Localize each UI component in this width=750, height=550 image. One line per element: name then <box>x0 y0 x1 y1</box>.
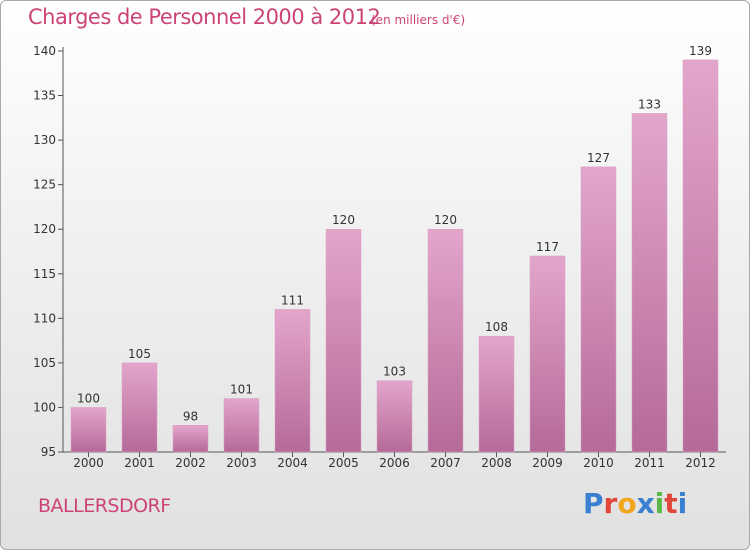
bar-2009 <box>529 255 566 453</box>
data-label-2008: 108 <box>485 320 508 334</box>
y-tick-label: 100 <box>33 400 56 414</box>
data-label-2012: 139 <box>689 44 712 58</box>
chart-subtitle: (en milliers d'€) <box>371 13 466 27</box>
bar-series <box>70 59 719 453</box>
x-tick-label: 2000 <box>73 456 104 470</box>
x-tick-label: 2011 <box>634 456 665 470</box>
chart-title: Charges de Personnel 2000 à 2012 <box>28 5 381 29</box>
x-tick-label: 2005 <box>328 456 359 470</box>
bar-2002 <box>172 425 209 453</box>
x-tick-label: 2007 <box>430 456 461 470</box>
x-tick-label: 2009 <box>532 456 563 470</box>
x-tick-label: 2010 <box>583 456 614 470</box>
x-tick-label: 2003 <box>226 456 257 470</box>
x-tick-label: 2012 <box>685 456 716 470</box>
data-label-2004: 111 <box>281 293 304 307</box>
data-label-2005: 120 <box>332 213 355 227</box>
y-tick-label: 110 <box>33 311 56 325</box>
data-labels: 100 105 98 101 111 120 103 120 108 117 127 133 139 <box>77 44 712 423</box>
data-label-2009: 117 <box>536 240 559 254</box>
x-tick-label: 2008 <box>481 456 512 470</box>
x-tick-label: 2002 <box>175 456 206 470</box>
data-label-2001: 105 <box>128 347 151 361</box>
y-tick-label: 105 <box>33 356 56 370</box>
logo-letter: r <box>603 487 618 520</box>
bar-2005 <box>325 228 362 453</box>
y-tick-label: 135 <box>33 89 56 103</box>
bar-2003 <box>223 398 260 453</box>
data-label-2003: 101 <box>230 383 253 397</box>
y-tick-label: 115 <box>33 267 56 281</box>
data-label-2011: 133 <box>638 97 661 111</box>
data-label-2007: 120 <box>434 213 457 227</box>
bar-2001 <box>121 362 158 453</box>
logo-letter: i <box>654 487 665 520</box>
bar-2006 <box>376 380 413 453</box>
y-axis: 95 100 105 110 115 120 125 130 135 140 <box>33 44 64 459</box>
data-label-2006: 103 <box>383 365 406 379</box>
data-label-2000: 100 <box>77 391 100 405</box>
bar-2011 <box>631 113 668 453</box>
commune-name: BALLERSDORF <box>38 495 171 517</box>
bar-2012 <box>682 59 719 453</box>
bar-2007 <box>427 228 464 453</box>
y-tick-label: 95 <box>41 445 56 459</box>
y-tick-label: 125 <box>33 178 56 192</box>
logo-letter: P <box>583 487 604 520</box>
bar-2010 <box>580 166 617 453</box>
x-tick-label: 2004 <box>277 456 308 470</box>
data-label-2010: 127 <box>587 151 610 165</box>
logo-letter: x <box>636 487 655 520</box>
bar-2008 <box>478 335 515 453</box>
logo-letter: t <box>664 487 678 520</box>
y-tick-label: 130 <box>33 133 56 147</box>
y-tick-label: 120 <box>33 222 56 236</box>
y-tick-label: 140 <box>33 44 56 58</box>
x-tick-label: 2006 <box>379 456 410 470</box>
data-label-2002: 98 <box>183 409 198 423</box>
bar-2004 <box>274 309 311 453</box>
logo-letter: o <box>617 487 637 520</box>
x-tick-label: 2001 <box>124 456 155 470</box>
bar-2000 <box>70 407 107 453</box>
logo-letter: i <box>677 487 688 520</box>
x-axis: 2000 2001 2002 2003 2004 2005 2006 2007 2008 2009… <box>63 451 726 470</box>
proxiti-logo[interactable]: Proxiti <box>583 487 687 520</box>
